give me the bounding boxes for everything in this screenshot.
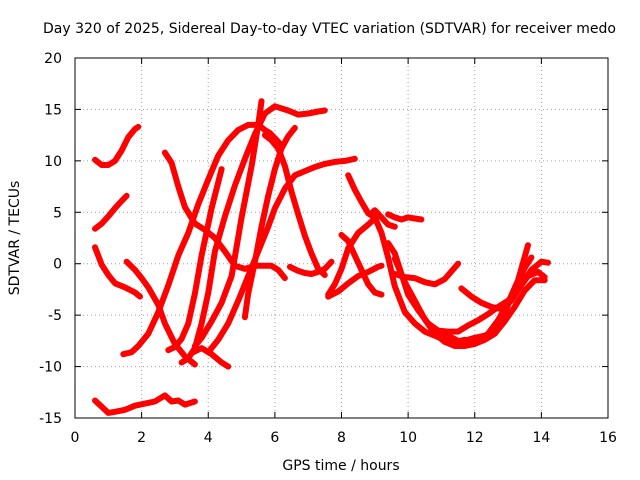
series-arc-23 [391,255,548,349]
series-arc-12 [205,155,358,356]
y-tick-label: -5 [48,308,62,324]
series-line-arc-1 [92,123,142,168]
series-arc-26 [458,254,535,345]
series-line-arc-12 [205,155,358,356]
series-line-arc-9 [178,103,328,366]
series-line-arc-4 [92,392,198,416]
x-tick-label: 6 [270,430,279,446]
y-axis-label: SDTVAR / TECUs [7,181,23,296]
series-arc-6 [120,121,285,358]
series-line-arc-18 [338,231,385,298]
y-tick-label: 15 [44,102,62,118]
series-arc-1 [92,123,142,168]
series-arc-4 [92,392,198,416]
series-arc-3 [92,244,143,300]
series-arc-10 [190,345,232,370]
series-line-arc-21 [385,211,425,223]
series-line-arc-24 [391,260,462,288]
series-line-arc-16 [325,262,385,300]
series-arc-8 [165,166,225,354]
x-tick-label: 16 [599,430,617,446]
x-tick-label: 0 [71,430,80,446]
series-line-arc-6 [120,121,285,358]
series-arc-7 [161,149,288,282]
series-line-arc-3 [92,244,143,300]
series-arc-18 [338,231,385,298]
x-tick-label: 14 [532,430,550,446]
grid-layer [75,58,608,418]
y-tick-label: -15 [39,411,62,427]
y-tick-label: -10 [39,360,62,376]
x-axis-label: GPS time / hours [282,458,399,474]
series-line-arc-10 [190,345,232,370]
series-line-arc-26 [458,254,535,345]
series-arc-24 [391,260,462,288]
x-tick-label: 12 [466,430,484,446]
series-line-arc-14 [261,132,328,278]
series-arc-27 [458,258,551,312]
series-line-arc-27 [458,258,551,312]
series-arc-13 [241,124,298,321]
series-arc-16 [325,262,385,300]
series-line-arc-20 [368,207,398,230]
series-line-arc-2 [92,192,130,232]
y-tick-label: 5 [53,205,62,221]
series-line-arc-23 [391,255,548,349]
series-line-arc-7 [161,149,288,282]
series-line-arc-8 [165,166,225,354]
x-tick-label: 4 [204,430,213,446]
series-arc-20 [368,207,398,230]
series-arc-11 [191,98,265,349]
series-arc-14 [261,132,328,278]
series-arc-21 [385,211,425,223]
series-layer [92,98,551,416]
series-arc-15 [286,258,335,277]
series-arc-2 [92,192,130,232]
x-tick-label: 8 [337,430,346,446]
series-line-arc-15 [286,258,335,277]
chart-title: Day 320 of 2025, Sidereal Day-to-day VTE… [43,21,616,37]
tick-layer: 0 2 4 6 8 10 12 14 16 -15 -10 -5 0 5 10 15 20 [39,51,617,446]
y-tick-label: 10 [44,154,62,170]
x-tick-label: 10 [399,430,417,446]
series-line-arc-11 [191,98,265,349]
y-tick-label: 20 [44,51,62,67]
series-arc-9 [178,103,328,366]
x-tick-label: 2 [137,430,146,446]
series-line-arc-13 [241,124,298,321]
y-tick-label: 0 [53,257,62,273]
